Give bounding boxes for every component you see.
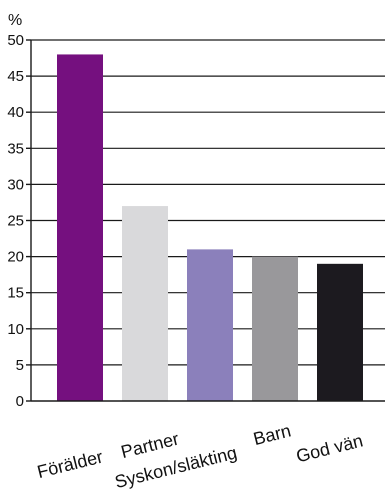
y-axis-unit-label: %: [8, 12, 22, 29]
bar: [57, 54, 103, 401]
axes: [30, 40, 385, 402]
y-axis-ticks: 0 5 10 15 20 25 30 35 40 45 50: [7, 32, 31, 410]
bar: [317, 263, 363, 401]
y-tick-label: 0: [16, 393, 24, 410]
bars: [57, 54, 363, 401]
y-tick-label: 45: [7, 68, 24, 85]
y-tick-label: 15: [7, 285, 24, 302]
bar: [122, 206, 168, 401]
x-category-label: God vän: [294, 430, 365, 466]
y-tick-label: 5: [16, 357, 24, 374]
y-tick-label: 35: [7, 140, 24, 157]
y-tick-label: 30: [7, 176, 24, 193]
y-tick-label: 25: [7, 213, 24, 230]
x-category-label: Förälder: [35, 446, 105, 482]
y-tick-label: 10: [7, 321, 24, 338]
y-tick-label: 40: [7, 104, 24, 121]
y-tick-label: 50: [7, 32, 24, 49]
x-category-label: Barn: [251, 420, 293, 449]
y-tick-label: 20: [7, 249, 24, 266]
bar: [187, 249, 233, 401]
bar: [252, 256, 298, 401]
